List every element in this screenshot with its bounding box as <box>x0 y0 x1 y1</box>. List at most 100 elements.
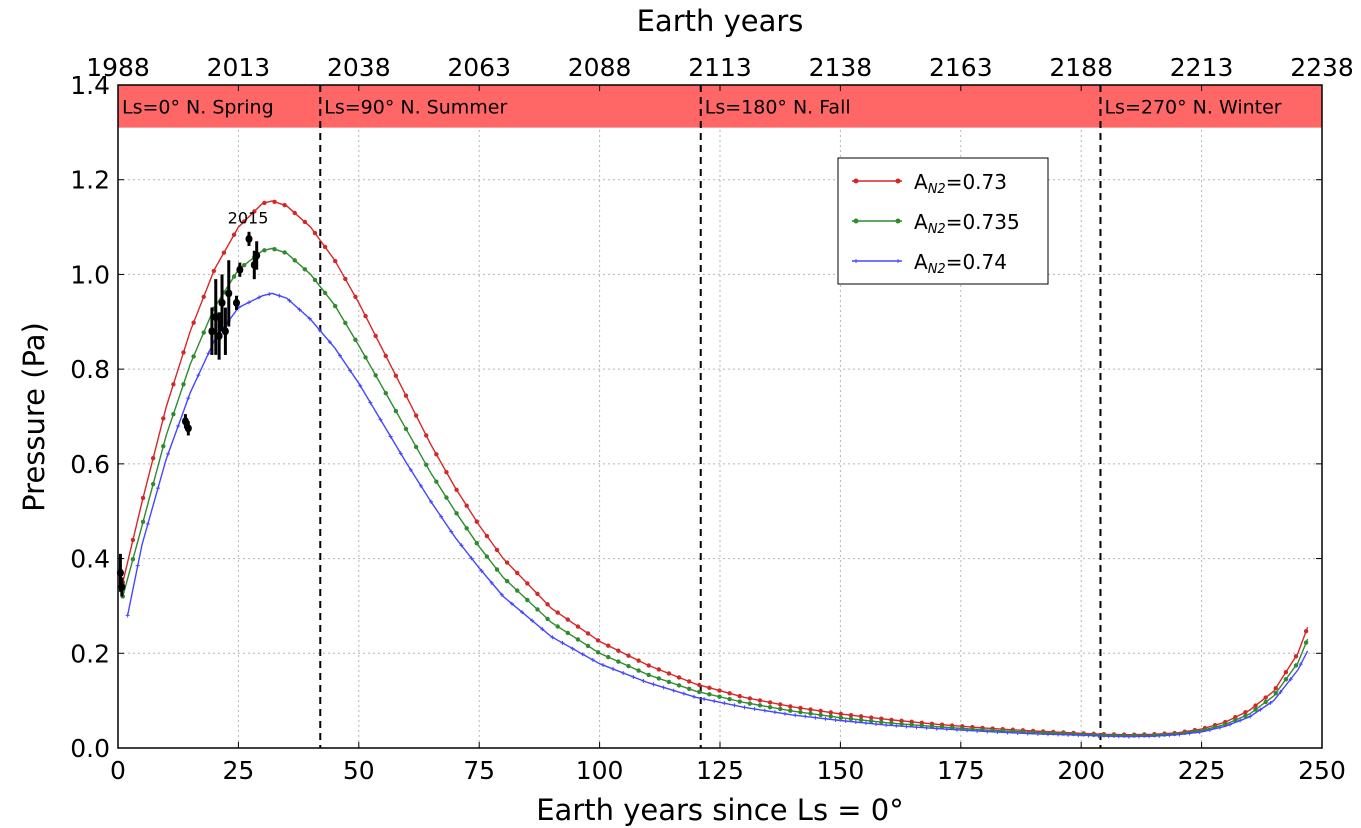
series-marker <box>1136 734 1141 739</box>
series-marker <box>393 373 399 378</box>
series-marker <box>1293 663 1299 668</box>
observation-point <box>225 289 233 298</box>
series-marker <box>1106 734 1111 739</box>
x-tick-label: 125 <box>696 756 744 785</box>
series-marker <box>520 610 525 615</box>
observation-point <box>245 234 253 243</box>
series-marker <box>611 667 616 672</box>
series-marker <box>434 479 439 484</box>
series-marker <box>778 706 783 712</box>
top-x-axis-title: Earth years <box>637 4 804 38</box>
series-marker <box>383 391 388 396</box>
series-marker <box>686 686 692 692</box>
series-marker <box>717 688 722 693</box>
series-marker <box>1273 691 1278 696</box>
series-marker <box>863 721 868 726</box>
series-marker <box>727 696 732 702</box>
series-marker <box>140 495 146 501</box>
series-marker <box>732 703 737 708</box>
series-marker <box>241 219 247 224</box>
series-marker <box>1303 640 1309 645</box>
series-marker <box>813 715 818 720</box>
series-marker <box>413 413 419 418</box>
series-marker <box>762 708 767 713</box>
series-marker <box>1217 725 1222 730</box>
series-marker <box>166 451 171 456</box>
series-marker <box>727 691 732 696</box>
series-marker <box>494 567 500 572</box>
observation-point <box>236 265 244 274</box>
series-marker <box>671 688 676 693</box>
top-x-tick-label: 2138 <box>809 53 873 82</box>
series-marker <box>737 693 742 699</box>
series-marker <box>1076 733 1081 738</box>
series-marker <box>429 499 434 504</box>
series-marker <box>767 700 773 705</box>
series-marker <box>353 337 358 343</box>
series-marker <box>161 444 166 449</box>
series-marker <box>879 716 884 721</box>
series-marker <box>570 646 575 651</box>
series-marker <box>383 353 388 359</box>
series-marker <box>130 556 136 562</box>
y-tick-label: 0.6 <box>70 450 110 479</box>
series-marker <box>616 659 621 664</box>
series-marker <box>1228 722 1233 727</box>
observation-point <box>218 298 226 307</box>
series-marker <box>641 678 646 683</box>
series-marker <box>550 635 555 640</box>
series-marker <box>1243 710 1248 715</box>
series-marker <box>206 351 211 356</box>
series-marker <box>171 411 176 417</box>
series-marker <box>307 316 312 321</box>
series-marker <box>929 724 935 729</box>
series-marker <box>646 672 651 678</box>
series-marker <box>975 728 980 733</box>
series-marker <box>869 715 874 720</box>
series-marker <box>717 694 722 699</box>
series-marker <box>252 209 257 214</box>
series-marker <box>752 706 757 711</box>
top-x-tick-label: 2238 <box>1290 53 1354 82</box>
series-marker <box>257 295 262 300</box>
series-marker <box>150 481 156 487</box>
series-marker <box>1263 695 1268 700</box>
series-marker <box>894 723 899 728</box>
series-marker <box>348 368 353 373</box>
series-marker <box>944 727 949 732</box>
x-tick-label: 25 <box>222 756 254 785</box>
series-marker <box>621 670 626 675</box>
series-marker <box>393 408 399 414</box>
series-marker <box>1197 730 1202 735</box>
series-marker <box>631 674 636 679</box>
series-marker <box>798 705 803 711</box>
series-marker <box>914 725 919 730</box>
series-marker <box>333 303 338 309</box>
series-marker <box>869 718 874 724</box>
series-marker <box>474 519 479 524</box>
series-marker <box>1283 670 1289 675</box>
series-marker <box>661 685 666 690</box>
series-marker <box>965 728 970 733</box>
series-marker <box>297 307 302 312</box>
series-marker <box>1086 733 1091 738</box>
observation-point <box>212 313 220 322</box>
series-marker <box>899 721 904 727</box>
series-marker <box>1157 733 1162 738</box>
series-marker <box>874 722 879 727</box>
series-marker <box>246 300 251 305</box>
series-marker <box>515 570 520 576</box>
series-marker <box>793 713 798 718</box>
series-marker <box>418 483 423 488</box>
x-tick-label: 75 <box>463 756 495 785</box>
series-marker <box>858 714 864 719</box>
series-marker <box>909 722 914 727</box>
series-marker <box>327 340 332 345</box>
legend-marker <box>853 178 859 184</box>
series-marker <box>1096 733 1101 738</box>
series-marker <box>353 294 358 300</box>
series-marker <box>272 199 277 205</box>
series-marker <box>454 487 459 493</box>
top-x-tick-label: 2213 <box>1170 53 1234 82</box>
